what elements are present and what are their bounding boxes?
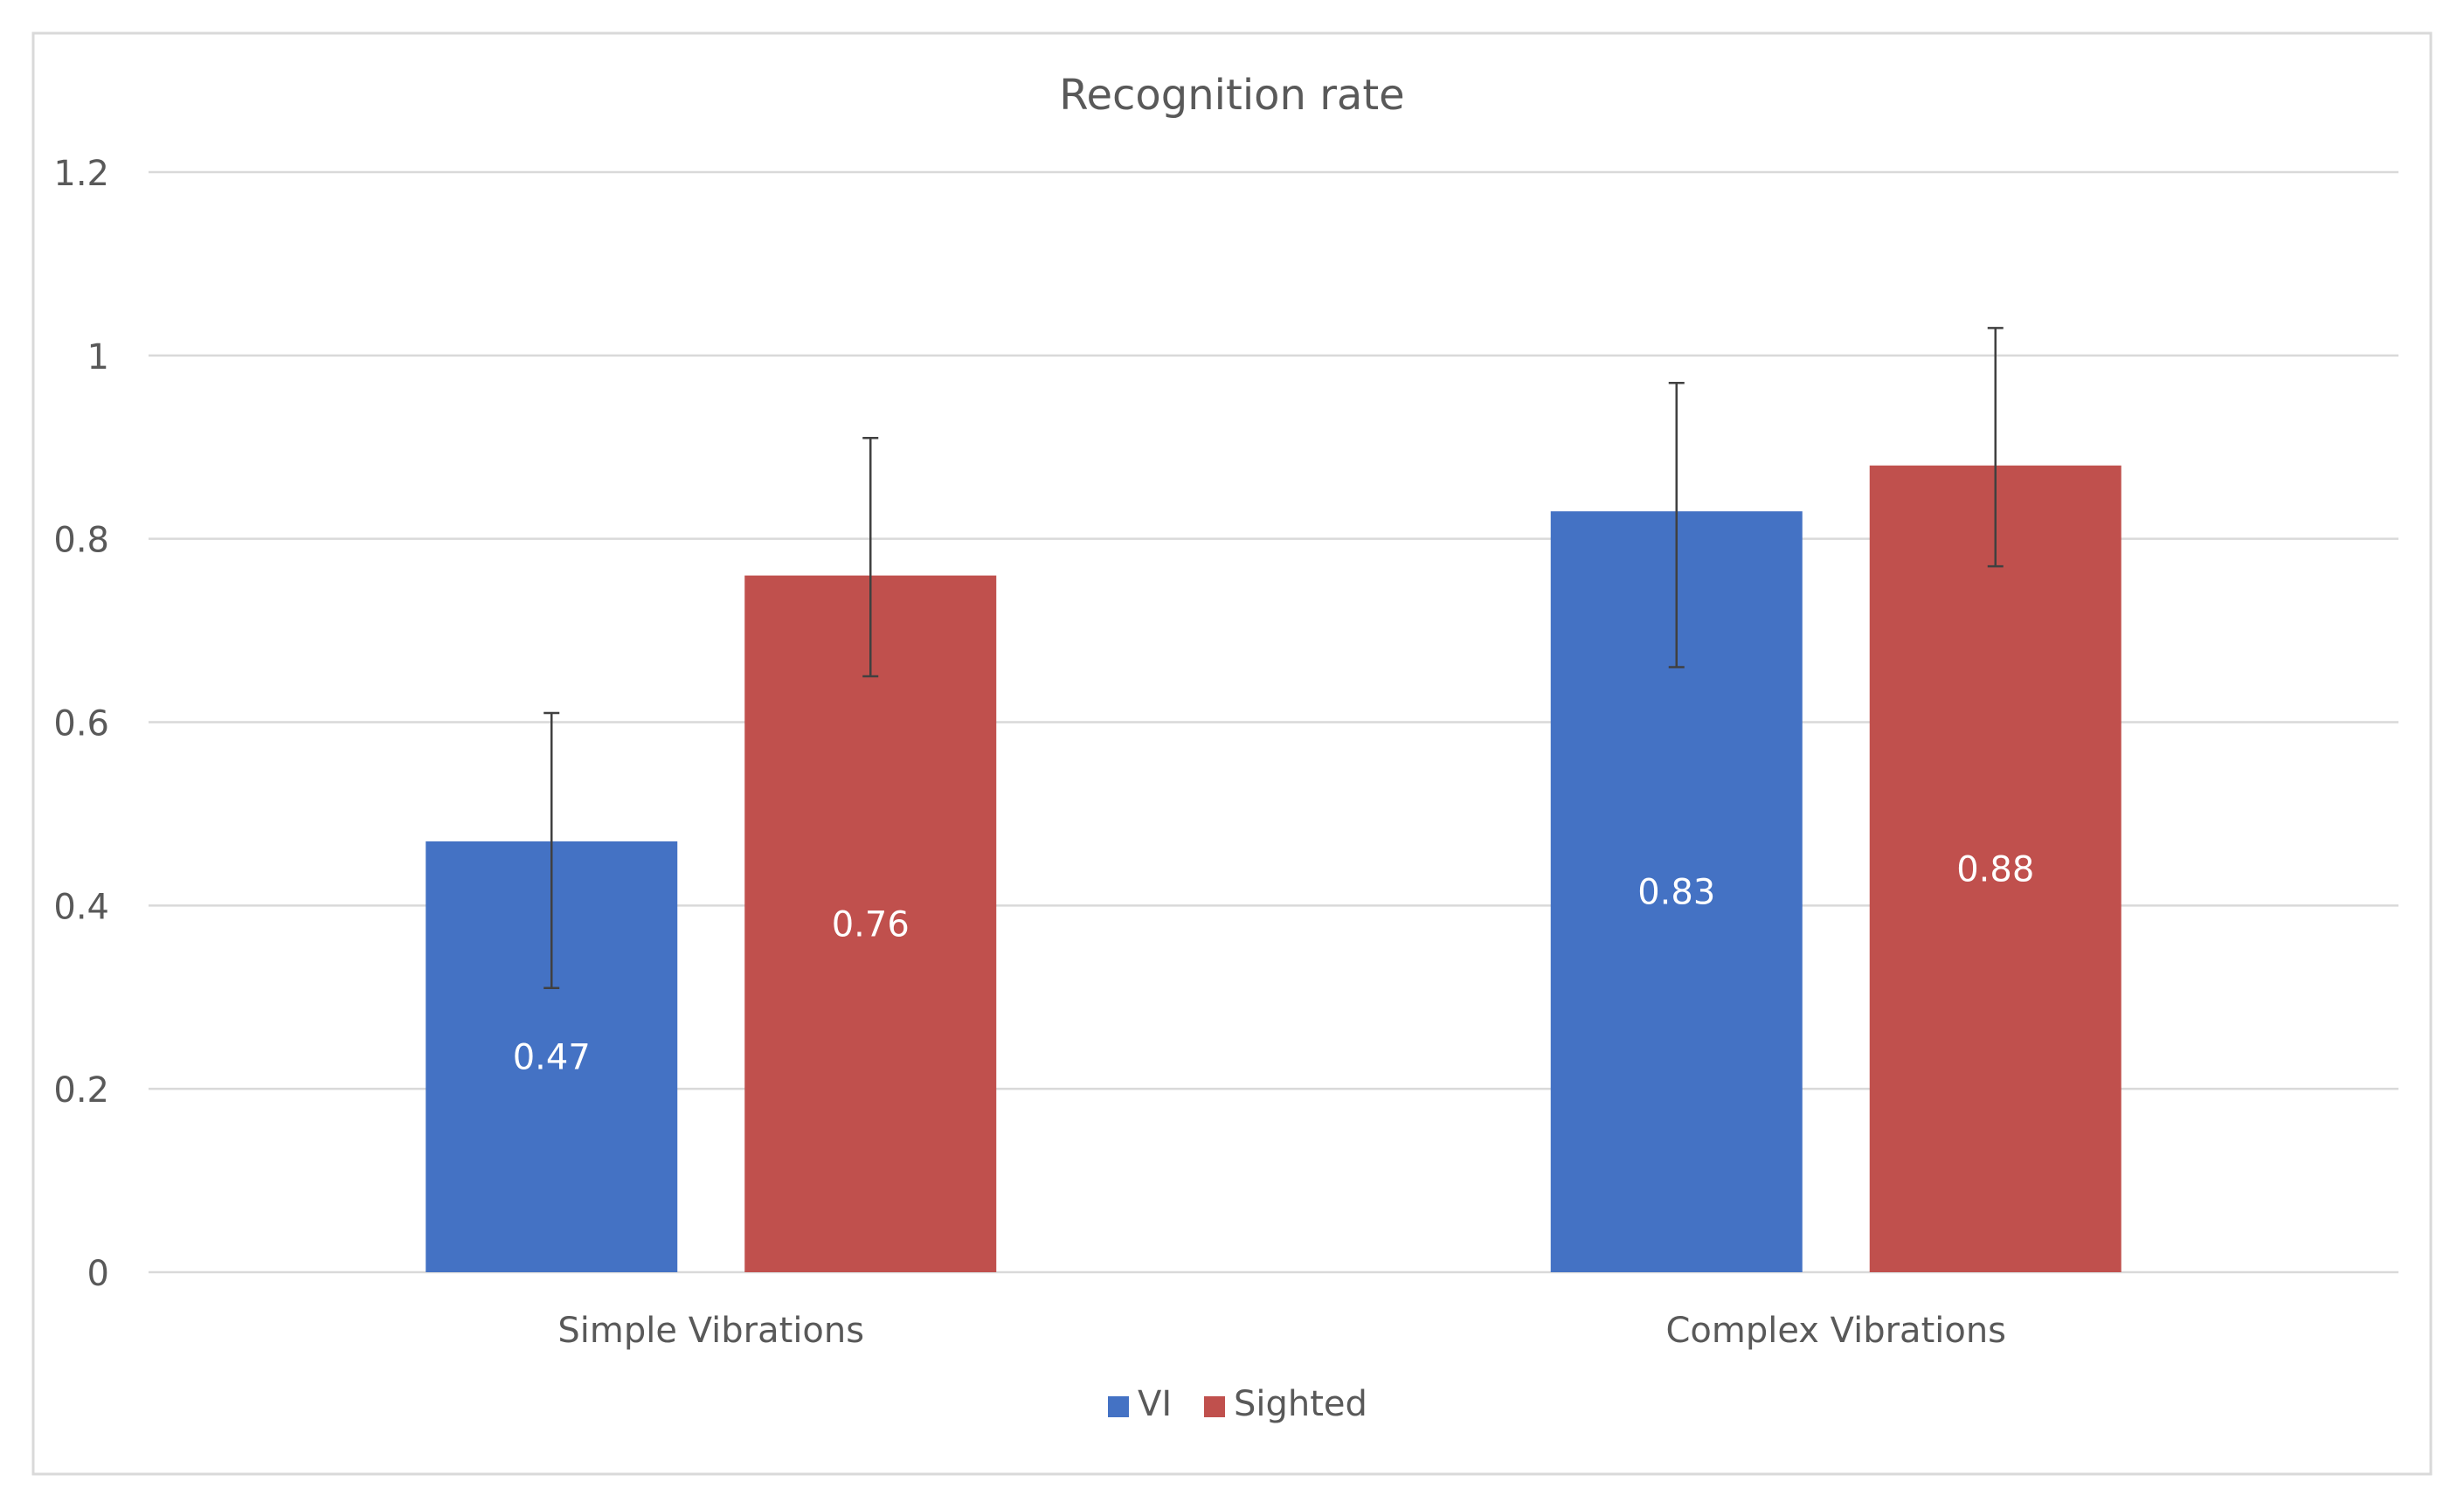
y-tick-label-1: 0.2 [53,1070,109,1111]
y-tick-label-5: 1 [87,337,109,377]
error-bars [543,327,2004,990]
data-label-sighted-1: 0.88 [1956,849,2034,889]
y-tick-label-2: 0.4 [53,887,109,927]
legend: VI Sighted [1108,1384,1367,1424]
legend-swatch-sighted [1204,1396,1225,1417]
x-tick-label-1: Complex Vibrations [1665,1311,2006,1351]
y-tick-label-6: 1.2 [53,154,109,194]
legend-label-vi: VI [1138,1384,1172,1424]
data-label-vi-0: 0.47 [513,1037,591,1077]
bar-sighted-1 [1869,465,2121,1272]
data-label-sighted-0: 0.76 [832,904,910,945]
data-labels: 0.47 0.76 0.83 0.88 [513,849,2035,1077]
legend-label-sighted: Sighted [1234,1384,1367,1424]
x-tick-label-0: Simple Vibrations [557,1311,864,1351]
legend-swatch-vi [1108,1396,1129,1417]
x-axis-tick-labels: Simple Vibrations Complex Vibrations [557,1311,2006,1351]
y-tick-label-3: 0.6 [53,704,109,744]
bar-sighted-0 [744,575,997,1272]
chart-title: Recognition rate [1059,71,1404,120]
y-axis-tick-labels: 0 0.2 0.4 0.6 0.8 1 1.2 [53,154,109,1294]
data-label-vi-1: 0.83 [1637,873,1715,913]
y-tick-label-4: 0.8 [53,521,109,561]
y-tick-label-0: 0 [87,1254,109,1294]
